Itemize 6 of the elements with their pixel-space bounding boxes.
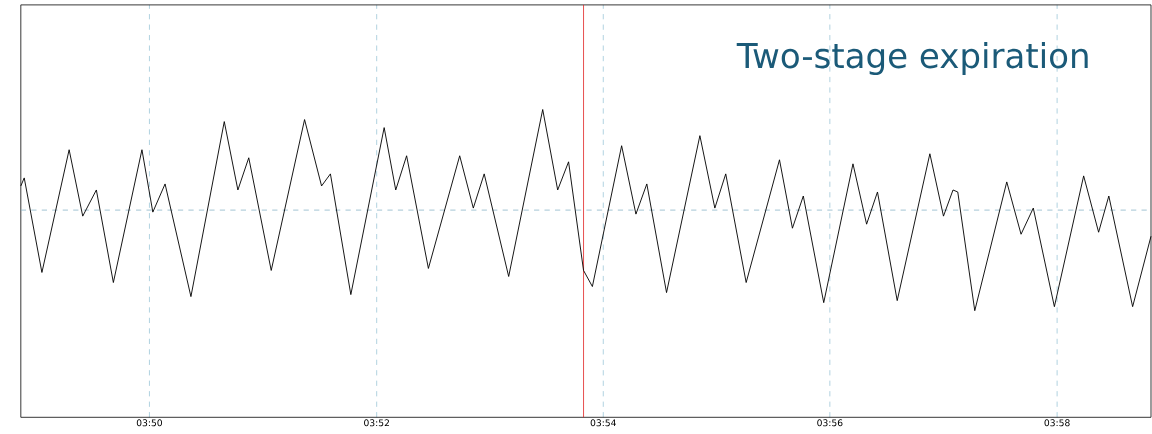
x-tick-label: 03:56 [817,419,843,427]
x-tick-label: 03:58 [1044,419,1070,427]
x-tick-label: 03:52 [364,419,389,427]
x-tick-label: 03:50 [136,419,163,427]
x-tick-label: 03:54 [590,419,616,427]
text: Two-stage expiration [736,42,1088,75]
